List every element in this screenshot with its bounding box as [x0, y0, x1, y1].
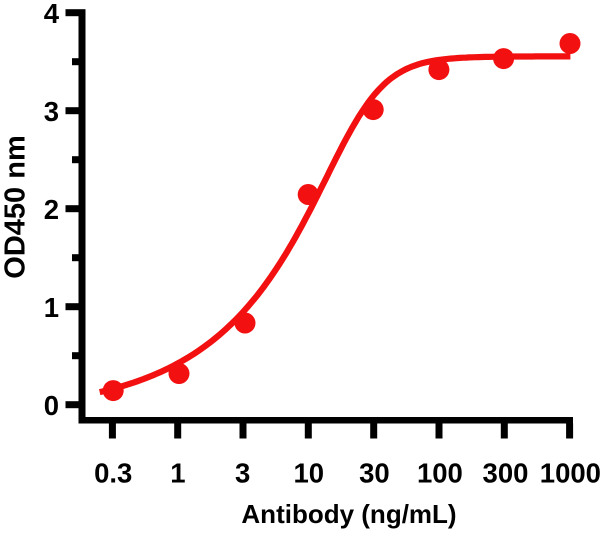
svg-text:1: 1: [170, 458, 185, 489]
svg-text:2: 2: [44, 194, 59, 225]
svg-text:3: 3: [235, 458, 250, 489]
svg-text:1000: 1000: [540, 458, 600, 489]
svg-text:1: 1: [44, 292, 59, 323]
svg-text:Antibody (ng/mL): Antibody (ng/mL): [241, 499, 456, 529]
svg-text:10: 10: [294, 458, 325, 489]
svg-text:300: 300: [483, 458, 529, 489]
svg-text:OD450 nm: OD450 nm: [0, 135, 32, 278]
svg-text:0.3: 0.3: [94, 458, 132, 489]
svg-text:100: 100: [417, 458, 463, 489]
svg-text:4: 4: [44, 0, 60, 29]
svg-text:0: 0: [44, 390, 59, 421]
svg-text:3: 3: [44, 96, 59, 127]
svg-text:30: 30: [359, 458, 390, 489]
